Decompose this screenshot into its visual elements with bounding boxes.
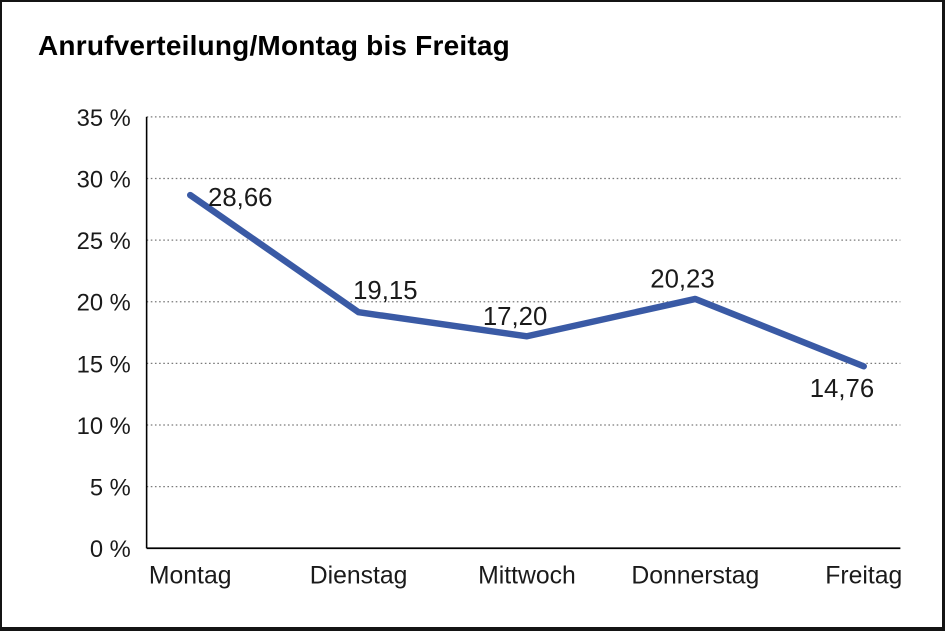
y-tick-label: 35 %	[77, 105, 131, 132]
x-category-label: Mittwoch	[478, 562, 576, 589]
data-label: 28,66	[208, 184, 272, 212]
y-tick-label: 10 %	[77, 413, 131, 440]
y-tick-label: 5 %	[90, 475, 131, 502]
chart-title: Anrufverteilung/Montag bis Freitag	[38, 30, 510, 61]
y-tick-label: 15 %	[77, 351, 131, 378]
y-tick-label: 20 %	[77, 290, 131, 317]
data-label: 17,20	[483, 303, 547, 331]
data-line	[186, 191, 867, 370]
data-label: 20,23	[650, 265, 714, 293]
x-category-label: Freitag	[825, 562, 902, 589]
x-category-label: Dienstag	[310, 562, 408, 589]
y-tick-label: 30 %	[77, 166, 131, 193]
x-category-label: Donnerstag	[631, 562, 759, 589]
data-label: 14,76	[810, 375, 874, 403]
y-tick-label: 25 %	[77, 228, 131, 255]
data-label: 19,15	[353, 277, 417, 305]
y-tick-label: 0 %	[90, 536, 131, 563]
x-category-label: Montag	[149, 562, 232, 589]
